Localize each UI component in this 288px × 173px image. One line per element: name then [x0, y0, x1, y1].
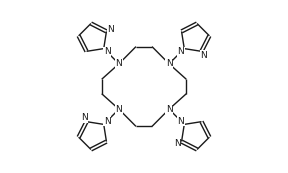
Text: N: N: [81, 113, 88, 122]
Text: N: N: [115, 59, 122, 68]
Text: N: N: [177, 116, 184, 125]
Text: N: N: [174, 139, 181, 148]
Text: N: N: [166, 59, 173, 68]
Text: N: N: [104, 48, 111, 57]
Text: N: N: [115, 105, 122, 114]
Text: N: N: [104, 116, 111, 125]
Text: N: N: [166, 105, 173, 114]
Text: N: N: [200, 51, 207, 60]
Text: N: N: [177, 48, 184, 57]
Text: N: N: [107, 25, 114, 34]
